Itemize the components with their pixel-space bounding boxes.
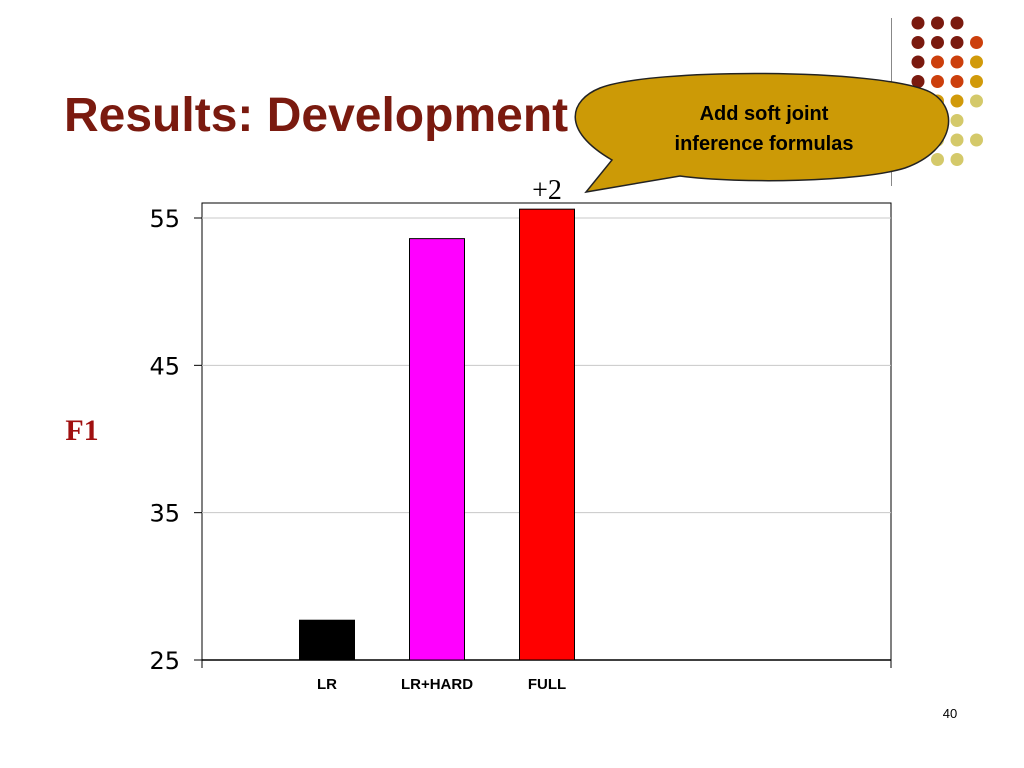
- callout-text-line2: inference formulas: [675, 133, 854, 155]
- callout-text-line1: Add soft joint: [700, 103, 829, 125]
- y-tick-label: 25: [149, 647, 180, 675]
- y-tick-label: 45: [149, 352, 180, 380]
- slide-number: 40: [942, 706, 958, 721]
- bar-annotation: +2: [532, 175, 562, 206]
- bar-lr: [299, 619, 355, 661]
- callout-bubble: [574, 72, 950, 194]
- slide-title: Results: Development: [64, 89, 569, 142]
- bar-full: [519, 208, 575, 661]
- y-axis-label: F1: [65, 414, 98, 447]
- x-tick-label: LR: [317, 676, 337, 693]
- x-tick-label: LR+HARD: [401, 676, 473, 693]
- bar-lr-hard: [409, 238, 465, 661]
- x-tick-label: FULL: [528, 676, 566, 693]
- y-tick-label: 35: [149, 500, 180, 528]
- y-tick-label: 55: [149, 205, 180, 233]
